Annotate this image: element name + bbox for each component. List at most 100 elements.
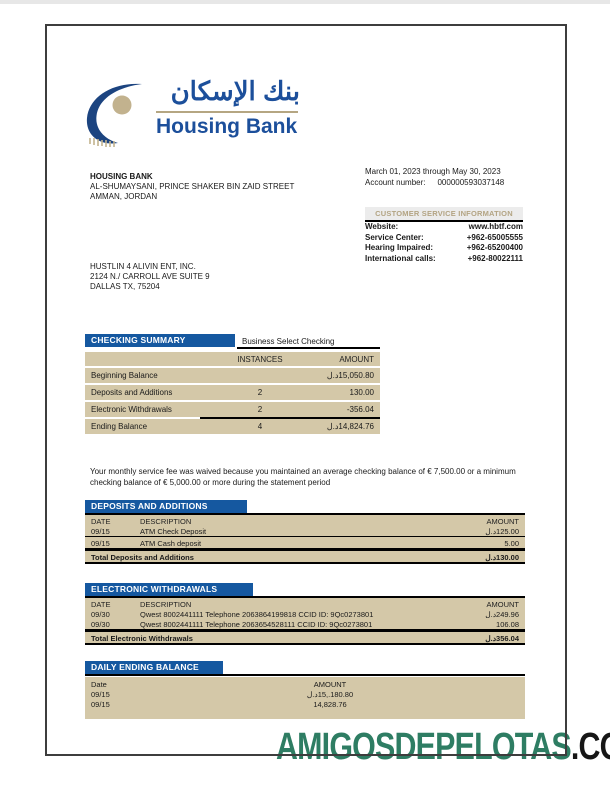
cell-date: 09/15	[91, 539, 110, 548]
total-label: Total Electronic Withdrawals	[91, 634, 193, 643]
cell-description: Qwest 8002441111 Telephone 2063654528111…	[140, 620, 373, 629]
cs-value: +962-65005555	[466, 232, 523, 242]
service-fee-note: Your monthly service fee was waived beca…	[90, 467, 516, 487]
col-amount: AMOUNT	[486, 600, 520, 609]
cell-amount: ‭ل.د125.00	[485, 527, 519, 536]
page-top-strip	[0, 0, 610, 4]
account-number-line: Account number: 000000593037148	[365, 178, 504, 187]
deposits-section: DEPOSITS AND ADDITIONS DATE DESCRIPTION …	[85, 500, 525, 565]
cell-date: 09/15	[91, 527, 110, 536]
row-label: Deposits and Additions	[91, 388, 173, 397]
divider	[200, 417, 380, 419]
cs-label: Website:	[365, 222, 399, 231]
row-amount: ‭ل.د15,050.80	[326, 371, 374, 380]
cs-value: +962-65200400	[466, 243, 523, 252]
row-amount: ‭ل.د14,824.76	[326, 422, 374, 431]
row-amount: -356.04	[346, 405, 374, 414]
withdrawal-row: 09/30 Qwest 8002441111 Telephone 2063654…	[85, 618, 525, 629]
summary-row-beginning-balance: Beginning Balance ‭ل.د15,050.80	[85, 368, 380, 383]
cell-amount: 5.00	[504, 539, 519, 548]
divider	[85, 513, 525, 515]
withdrawals-section: ELECTRONIC WITHDRAWALS DATE DESCRIPTION …	[85, 583, 525, 646]
withdrawal-row: 09/30 Qwest 8002441111 Telephone 2063864…	[85, 608, 525, 619]
col-amount: AMOUNT	[339, 355, 374, 364]
cell-amount: ‭ل.د249.96	[485, 610, 519, 619]
divider	[85, 596, 525, 598]
account-number-label: Account number:	[365, 178, 426, 187]
deposit-row: 09/15 ATM Cash deposit 5.00	[85, 537, 525, 548]
checking-summary-subtitle: Business Select Checking	[242, 337, 335, 346]
summary-header-row: INSTANCES AMOUNT	[85, 352, 380, 366]
row-label: Electronic Withdrawals	[91, 405, 172, 414]
recipient-line3: DALLAS TX, 75204	[90, 282, 160, 291]
cell-date: 09/15	[91, 690, 110, 699]
watermark: AMIGOSDEPELOTAS.COM	[276, 726, 610, 768]
checking-summary-table: INSTANCES AMOUNT Beginning Balance ‭ل.د1…	[85, 352, 380, 435]
deposits-total-row: Total Deposits and Additions ‭ل.د130.00	[85, 551, 525, 562]
cs-value: +962-80022111	[467, 253, 523, 263]
cell-description: Qwest 8002441111 Telephone 2063864199818…	[140, 610, 374, 619]
deposit-row: 09/15 ATM Check Deposit ‭ل.د125.00	[85, 525, 525, 536]
checking-summary-header: CHECKING SUMMARY	[85, 334, 235, 347]
row-label: Beginning Balance	[91, 371, 158, 380]
total-label: Total Deposits and Additions	[91, 553, 194, 562]
cell-description: ATM Cash deposit	[140, 539, 202, 548]
watermark-main: AMIGOSDEPELOTAS	[276, 726, 572, 768]
daily-balance-section: DAILY ENDING BALANCE Date AMOUNT 09/15 ‭…	[85, 661, 525, 721]
total-amount: ‭ل.د356.04	[485, 634, 519, 643]
divider	[85, 643, 525, 645]
col-amount: AMOUNT	[486, 517, 520, 526]
col-description: DESCRIPTION	[140, 600, 192, 609]
watermark-suffix: .COM	[570, 726, 610, 768]
col-instances: INSTANCES	[237, 355, 283, 364]
divider-thick	[85, 629, 525, 632]
withdrawals-total-row: Total Electronic Withdrawals ‭ل.د356.04	[85, 632, 525, 643]
daily-balance-header: DAILY ENDING BALANCE	[85, 661, 223, 674]
row-instances: 2	[257, 388, 263, 397]
customer-service-row: Website: www.hbtf.com	[365, 222, 523, 233]
col-description: DESCRIPTION	[140, 517, 192, 526]
cell-amount: ‭ل.د15,.180.80	[306, 690, 354, 699]
divider	[237, 347, 380, 349]
cell-description: ATM Check Deposit	[140, 527, 207, 536]
col-date: Date	[91, 680, 107, 689]
cell-date: 09/15	[91, 700, 110, 709]
cell-amount: 14,828.76	[313, 700, 347, 709]
cs-label: Hearing Impaired:	[365, 243, 434, 252]
divider	[85, 536, 525, 537]
cell-amount: 106.08	[496, 620, 519, 629]
cs-value: www.hbtf.com	[468, 222, 523, 231]
cs-label: International calls:	[365, 253, 436, 263]
customer-service-row: Hearing Impaired: +962-65200400	[365, 243, 523, 254]
daily-balance-table: Date AMOUNT 09/15 ‭ل.د15,.180.80 09/15 1…	[85, 677, 525, 719]
bank-name: HOUSING BANK	[90, 172, 153, 181]
housing-bank-logo-icon	[82, 78, 152, 148]
deposits-column-header: DATE DESCRIPTION AMOUNT	[85, 515, 525, 526]
withdrawals-header: ELECTRONIC WITHDRAWALS	[85, 583, 253, 596]
row-amount: 130.00	[349, 388, 374, 397]
logo-arabic-text: بنك الإسكان	[170, 76, 300, 106]
col-date: DATE	[91, 517, 111, 526]
row-label: Ending Balance	[91, 422, 148, 431]
recipient-line1: HUSTLIN 4 ALIVIN ENT, INC.	[90, 262, 196, 271]
bank-address-line1: AL-SHUMAYSANI, PRINCE SHAKER BIN ZAID ST…	[90, 182, 295, 191]
deposits-header: DEPOSITS AND ADDITIONS	[85, 500, 247, 513]
withdrawals-column-header: DATE DESCRIPTION AMOUNT	[85, 598, 525, 609]
col-amount: AMOUNT	[313, 680, 347, 689]
row-instances: 2	[257, 405, 263, 414]
divider	[85, 674, 525, 676]
recipient-line2: 2124 N./ CARROLL AVE SUITE 9	[90, 272, 210, 281]
bank-address-block: HOUSING BANK AL-SHUMAYSANI, PRINCE SHAKE…	[90, 172, 294, 202]
total-amount: ‭ل.د130.00	[485, 553, 519, 562]
account-number-value: 000000593037148	[437, 178, 505, 187]
customer-service-title: CUSTOMER SERVICE INFORMATION	[365, 207, 523, 222]
cell-date: 09/30	[91, 620, 110, 629]
recipient-address-block: HUSTLIN 4 ALIVIN ENT, INC. 2124 N./ CARR…	[90, 262, 210, 292]
customer-service-row: Service Center: +962-65005555	[365, 233, 523, 244]
col-date: DATE	[91, 600, 111, 609]
summary-row-withdrawals: Electronic Withdrawals 2 -356.04	[85, 402, 380, 417]
summary-row-deposits: Deposits and Additions 2 130.00	[85, 385, 380, 400]
customer-service-box: CUSTOMER SERVICE INFORMATION Website: ww…	[365, 207, 523, 264]
statement-period: March 01, 2023 through May 30, 2023	[365, 167, 501, 176]
bank-address-line2: AMMAN, JORDAN	[90, 192, 158, 201]
